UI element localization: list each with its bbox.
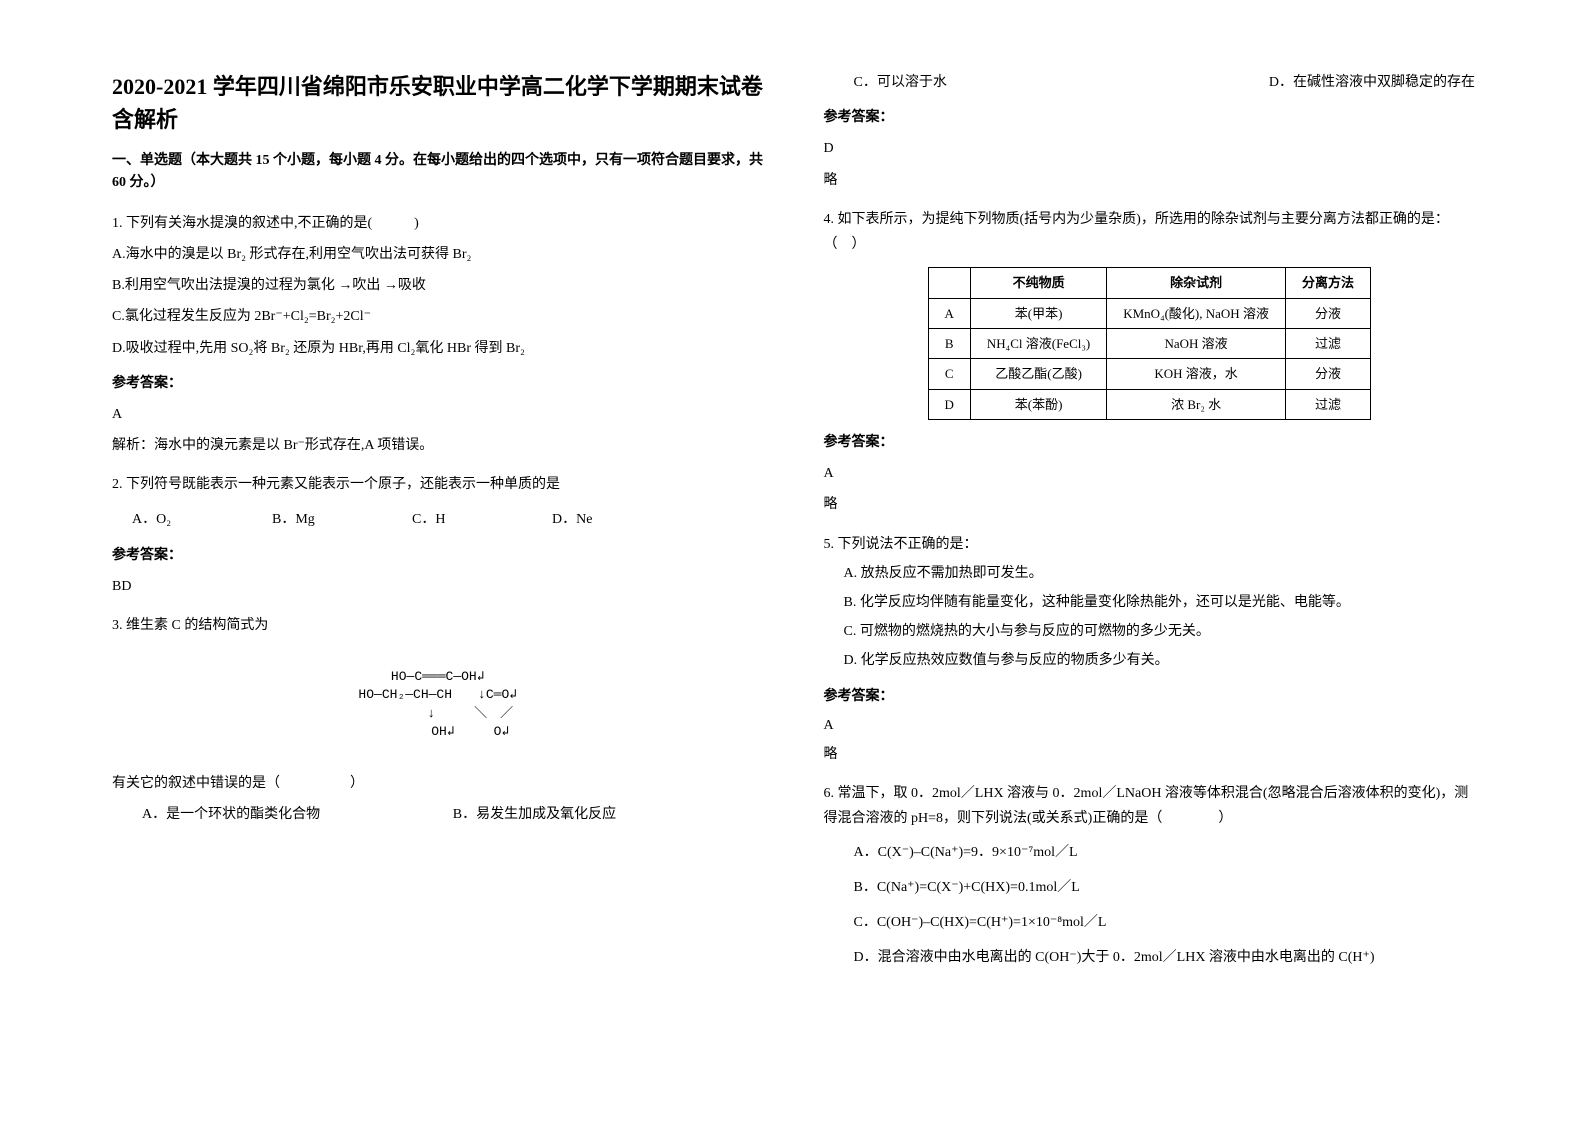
cell-c1: 苯(苯酚): [970, 389, 1106, 419]
th-substance: 不纯物质: [970, 268, 1106, 298]
question-2: 2. 下列符号既能表示一种元素又能表示一个原子，还能表示一种单质的是 A．O₂ …: [112, 472, 764, 599]
q5-optC: C. 可燃物的燃烧热的大小与参与反应的可燃物的多少无关。: [844, 619, 1476, 644]
q3-note: 略: [824, 168, 1476, 193]
q1-explain: 解析：海水中的溴元素是以 Br⁻形式存在,A 项错误。: [112, 433, 764, 458]
table-row: C 乙酸乙酯(乙酸) KOH 溶液，水 分液: [928, 359, 1370, 389]
q1-optC: C.氯化过程发生反应为 2Br⁻+Cl₂=Br₂+2Cl⁻: [112, 304, 764, 329]
q2-optB: B．Mg: [272, 507, 352, 532]
cell-c1: 苯(甲苯): [970, 298, 1106, 328]
q4-answer: A: [824, 461, 1476, 486]
cell-key: D: [928, 389, 970, 419]
cell-key: B: [928, 328, 970, 358]
q2-answer: BD: [112, 574, 764, 599]
cell-key: A: [928, 298, 970, 328]
q5-optD: D. 化学反应热效应数值与参与反应的物质多少有关。: [844, 648, 1476, 673]
cell-c2: 浓 Br₂ 水: [1107, 389, 1286, 419]
section-intro: 一、单选题（本大题共 15 个小题，每小题 4 分。在每小题给出的四个选项中，只…: [112, 150, 764, 195]
answer-label: 参考答案：: [824, 430, 1476, 455]
q4-note: 略: [824, 492, 1476, 517]
cell-c1: 乙酸乙酯(乙酸): [970, 359, 1106, 389]
q2-optC: C．H: [412, 507, 492, 532]
q4-stem: 4. 如下表所示，为提纯下列物质(括号内为少量杂质)，所选用的除杂试剂与主要分离…: [824, 207, 1476, 257]
q3-answer: D: [824, 136, 1476, 161]
q3-stem: 3. 维生素 C 的结构简式为: [112, 613, 764, 638]
question-1: 1. 下列有关海水提溴的叙述中,不正确的是( ) A.海水中的溴是以 Br₂ 形…: [112, 211, 764, 459]
q2-stem: 2. 下列符号既能表示一种元素又能表示一个原子，还能表示一种单质的是: [112, 472, 764, 497]
cell-c3: 过滤: [1285, 389, 1370, 419]
q3-optD: D．在碱性溶液中双脚稳定的存在: [1269, 70, 1475, 95]
q5-optB: B. 化学反应均伴随有能量变化，这种能量变化除热能外，还可以是光能、电能等。: [844, 590, 1476, 615]
cell-c2: NaOH 溶液: [1107, 328, 1286, 358]
q6-stem: 6. 常温下，取 0．2mol／LHX 溶液与 0．2mol／LNaOH 溶液等…: [824, 781, 1476, 831]
q1-stem: 1. 下列有关海水提溴的叙述中,不正确的是( ): [112, 211, 764, 236]
purify-table: 不纯物质 除杂试剂 分离方法 A 苯(甲苯) KMnO₄(酸化), NaOH 溶…: [928, 267, 1371, 420]
cell-c3: 分液: [1285, 359, 1370, 389]
q6-optB: B．C(Na⁺)=C(X⁻)+C(HX)=0.1mol／L: [854, 875, 1476, 900]
table-header-row: 不纯物质 除杂试剂 分离方法: [928, 268, 1370, 298]
struct-line1: HO—C═══C—OH↲: [112, 668, 764, 686]
q3-optA: A．是一个环状的酯类化合物: [142, 802, 453, 827]
table-row: D 苯(苯酚) 浓 Br₂ 水 过滤: [928, 389, 1370, 419]
question-4: 4. 如下表所示，为提纯下列物质(括号内为少量杂质)，所选用的除杂试剂与主要分离…: [824, 207, 1476, 518]
question-3: 3. 维生素 C 的结构简式为 HO—C═══C—OH↲ HO—CH₂—CH—C…: [112, 613, 764, 827]
q1-optB: B.利用空气吹出法提溴的过程为氯化 →吹出 →吸收: [112, 273, 764, 298]
th-reagent: 除杂试剂: [1107, 268, 1286, 298]
q5-note: 略: [824, 742, 1476, 767]
answer-label: 参考答案：: [824, 684, 1476, 709]
answer-label: 参考答案：: [112, 371, 764, 396]
answer-label: 参考答案：: [112, 543, 764, 568]
table-row: B NH₄Cl 溶液(FeCl₃) NaOH 溶液 过滤: [928, 328, 1370, 358]
q1-optA: A.海水中的溴是以 Br₂ 形式存在,利用空气吹出法可获得 Br₂: [112, 242, 764, 267]
q3-optB: B．易发生加成及氧化反应: [453, 802, 764, 827]
question-5: 5. 下列说法不正确的是： A. 放热反应不需加热即可发生。 B. 化学反应均伴…: [824, 532, 1476, 768]
question-3-continued: C．可以溶于水 D．在碱性溶液中双脚稳定的存在 参考答案： D 略: [824, 70, 1476, 193]
q6-optC: C．C(OH⁻)–C(HX)=C(H⁺)=1×10⁻⁸mol／L: [854, 910, 1476, 935]
answer-label: 参考答案：: [824, 105, 1476, 130]
th-method: 分离方法: [1285, 268, 1370, 298]
th-blank: [928, 268, 970, 298]
struct-line3: ↓ ＼ ／: [112, 705, 764, 723]
q1-answer: A: [112, 402, 764, 427]
q1-optD: D.吸收过程中,先用 SO₂将 Br₂ 还原为 HBr,再用 Cl₂氧化 HBr…: [112, 336, 764, 361]
q3-substem: 有关它的叙述中错误的是（ ）: [112, 771, 764, 796]
question-6: 6. 常温下，取 0．2mol／LHX 溶液与 0．2mol／LNaOH 溶液等…: [824, 781, 1476, 970]
q6-optD: D．混合溶液中由水电离出的 C(OH⁻)大于 0．2mol／LHX 溶液中由水电…: [854, 945, 1476, 970]
q2-optD: D．Ne: [552, 507, 632, 532]
cell-c1: NH₄Cl 溶液(FeCl₃): [970, 328, 1106, 358]
table-row: A 苯(甲苯) KMnO₄(酸化), NaOH 溶液 分液: [928, 298, 1370, 328]
cell-c2: KMnO₄(酸化), NaOH 溶液: [1107, 298, 1286, 328]
cell-key: C: [928, 359, 970, 389]
page-title: 2020-2021 学年四川省绵阳市乐安职业中学高二化学下学期期末试卷含解析: [112, 70, 764, 136]
q5-stem: 5. 下列说法不正确的是：: [824, 532, 1476, 557]
q5-optA: A. 放热反应不需加热即可发生。: [844, 561, 1476, 586]
struct-line4: OH↲ O↲: [112, 723, 764, 741]
q6-optA: A．C(X⁻)–C(Na⁺)=9．9×10⁻⁷mol／L: [854, 840, 1476, 865]
q5-answer: A: [824, 713, 1476, 738]
cell-c2: KOH 溶液，水: [1107, 359, 1286, 389]
struct-line2: HO—CH₂—CH—CH ↓C═O↲: [112, 686, 764, 704]
q3-optC: C．可以溶于水: [854, 70, 947, 95]
q2-optA: A．O₂: [132, 507, 212, 532]
cell-c3: 分液: [1285, 298, 1370, 328]
vitamin-c-structure: HO—C═══C—OH↲ HO—CH₂—CH—CH ↓C═O↲ ↓ ＼ ／ OH…: [112, 668, 764, 741]
cell-c3: 过滤: [1285, 328, 1370, 358]
